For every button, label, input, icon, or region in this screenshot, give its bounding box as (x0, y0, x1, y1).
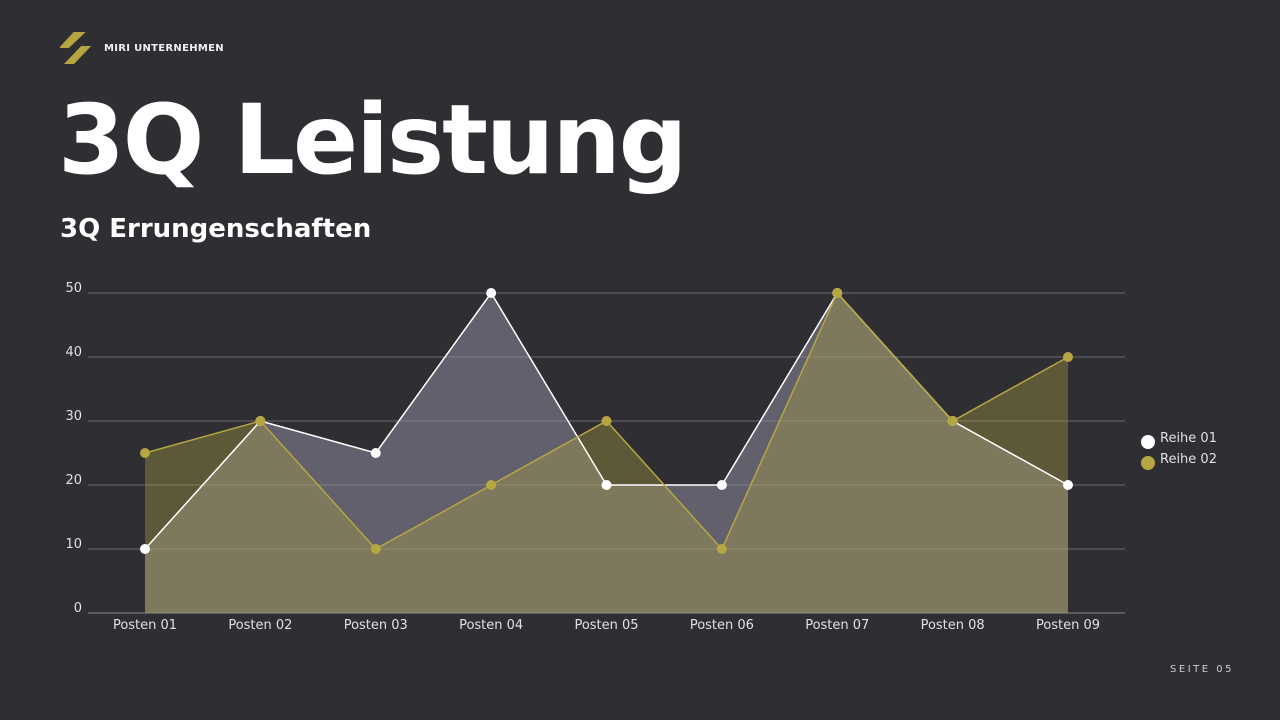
data-point-s1 (716, 480, 727, 490)
data-point-s1 (370, 448, 381, 458)
data-point-s2 (716, 544, 727, 554)
series-area-2 (145, 293, 1068, 613)
y-tick-label: 20 (65, 473, 82, 488)
page-title: 3Q Leistung (58, 84, 687, 196)
brand-logo: MIRI UNTERNEHMEN (60, 30, 224, 66)
data-point-s2 (255, 416, 266, 426)
y-tick-label: 40 (65, 345, 82, 360)
x-tick-label: Posten 09 (1036, 618, 1100, 633)
legend-marker-2 (1141, 456, 1155, 470)
data-point-s2 (370, 544, 381, 554)
x-tick-label: Posten 01 (113, 618, 177, 633)
x-tick-label: Posten 05 (574, 618, 638, 633)
legend-marker-1 (1141, 435, 1155, 449)
x-tick-label: Posten 08 (921, 618, 985, 633)
y-tick-label: 30 (65, 409, 82, 424)
y-tick-label: 50 (65, 281, 82, 296)
data-point-s2 (601, 416, 612, 426)
page-number: SEITE 05 (1170, 664, 1234, 675)
legend-label-2: Reihe 02 (1160, 452, 1217, 467)
x-tick-label: Posten 07 (805, 618, 869, 633)
data-point-s2 (832, 288, 843, 298)
x-tick-label: Posten 06 (690, 618, 754, 633)
logo-icon (60, 32, 92, 64)
data-point-s1 (601, 480, 612, 490)
data-point-s1 (140, 544, 150, 554)
series-area-1 (145, 293, 1068, 613)
data-point-s1 (1063, 480, 1073, 490)
x-tick-label: Posten 03 (344, 618, 408, 633)
data-point-s2 (486, 480, 497, 490)
y-tick-label: 10 (65, 537, 82, 552)
y-tick-label: 0 (74, 601, 82, 616)
data-point-s2 (1063, 352, 1073, 362)
x-tick-label: Posten 04 (459, 618, 523, 633)
data-point-s2 (140, 448, 150, 458)
legend-label-1: Reihe 01 (1160, 431, 1217, 446)
brand-name: MIRI UNTERNEHMEN (104, 42, 224, 54)
page-subtitle: 3Q Errungenschaften (60, 214, 372, 244)
data-point-s2 (947, 416, 958, 426)
data-point-s1 (486, 288, 497, 298)
x-tick-label: Posten 02 (228, 618, 292, 633)
